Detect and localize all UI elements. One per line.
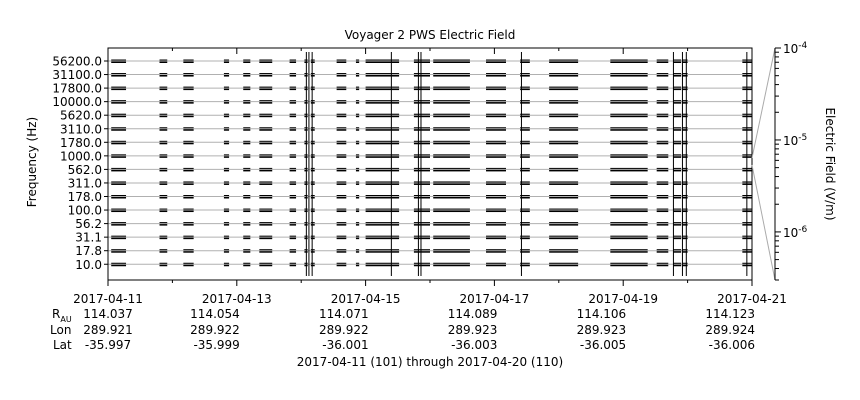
date-range-footer: 2017-04-11 (101) through 2017-04-20 (110… <box>297 355 563 369</box>
x-tick-lat: -36.005 <box>580 338 626 352</box>
y-tick-label: 31100.0 <box>52 68 102 82</box>
x-tick-lat: -36.001 <box>322 338 368 352</box>
plot-frame <box>107 47 753 281</box>
x-tick-date: 2017-04-19 <box>588 292 658 306</box>
y-tick-label: 178.0 <box>68 190 102 204</box>
colorbar-connector-bottom <box>751 164 776 281</box>
y-tick-label: 311.0 <box>68 176 102 190</box>
x-tick-lon: 289.921 <box>83 323 133 337</box>
x-tick-date: 2017-04-15 <box>331 292 401 306</box>
y-tick-label: 3110.0 <box>60 122 102 136</box>
rau-label: RAU <box>52 307 72 324</box>
y-tick-label: 31.1 <box>75 231 102 245</box>
ephemeris-row-labels: RAU Lon Lat <box>50 307 72 352</box>
x-tick-rau: 114.071 <box>319 307 369 321</box>
x-tick-lat: -36.006 <box>709 338 755 352</box>
x-tick-lat: -35.997 <box>85 338 131 352</box>
colorbar-connector-top <box>751 47 776 159</box>
y-tick-label: 100.0 <box>68 204 102 218</box>
colorbar-tick-label: 10-4 <box>783 41 808 56</box>
lat-label: Lat <box>53 338 72 352</box>
colorbar-ticks: 10-4 10-5 10-6 <box>775 41 808 281</box>
x-tick-rau: 114.123 <box>705 307 755 321</box>
x-tick-date: 2017-04-13 <box>202 292 272 306</box>
x-tick-lat: -36.003 <box>451 338 497 352</box>
y-axis-label: Frequency (Hz) <box>25 117 39 208</box>
x-tick-lon: 289.923 <box>577 323 627 337</box>
x-tick-date: 2017-04-17 <box>460 292 530 306</box>
x-tick-rau: 114.106 <box>577 307 627 321</box>
x-tick-date: 2017-04-11 <box>73 292 143 306</box>
x-tick-rau: 114.037 <box>83 307 133 321</box>
y-tick-label: 1780.0 <box>60 136 102 150</box>
data-segments <box>111 59 752 267</box>
y-tick-label: 10000.0 <box>52 95 102 109</box>
lon-label: Lon <box>50 323 71 337</box>
chart-title: Voyager 2 PWS Electric Field <box>345 28 516 42</box>
y-tick-label: 1000.0 <box>60 149 102 163</box>
x-tick-rau: 114.089 <box>448 307 498 321</box>
y-tick-label: 56200.0 <box>52 55 102 69</box>
y-tick-label: 10.0 <box>75 258 102 272</box>
data-spikes <box>305 52 748 276</box>
colorbar-tick-label: 10-6 <box>783 225 808 240</box>
y-tick-label: 17800.0 <box>52 82 102 96</box>
y-tick-label: 56.2 <box>75 217 102 231</box>
x-tick-rau: 114.054 <box>190 307 240 321</box>
colorbar-label: Electric Field (V/m) <box>823 107 837 220</box>
x-tick-lon: 289.923 <box>448 323 498 337</box>
x-tick-lon: 289.922 <box>319 323 369 337</box>
x-tick-date: 2017-04-21 <box>717 292 787 306</box>
y-tick-label: 17.8 <box>75 244 102 258</box>
colorbar-tick-label: 10-5 <box>783 133 807 148</box>
x-tick-lon: 289.922 <box>190 323 240 337</box>
x-tick-lon: 289.924 <box>705 323 755 337</box>
y-tick-label: 5620.0 <box>60 109 102 123</box>
channel-lines <box>108 60 752 265</box>
x-tick-lat: -35.999 <box>193 338 239 352</box>
y-tick-label: 562.0 <box>68 163 102 177</box>
y-axis-ticks: 56200.031100.017800.010000.05620.03110.0… <box>52 55 108 272</box>
